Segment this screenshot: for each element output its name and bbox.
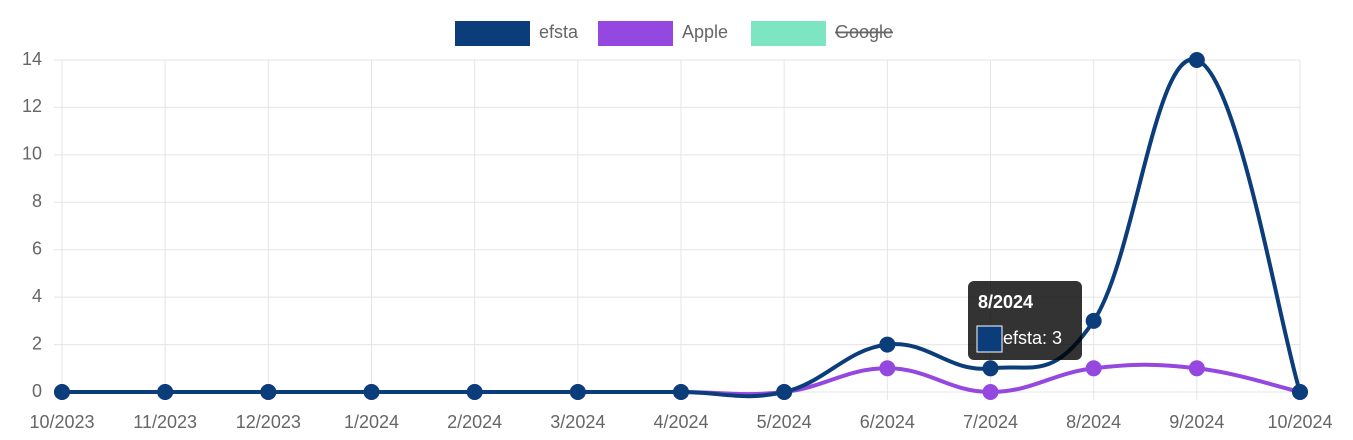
x-tick-label: 4/2024: [653, 412, 708, 432]
legend-label[interactable]: Apple: [682, 22, 728, 42]
data-point[interactable]: [157, 384, 174, 400]
y-tick-label: 2: [32, 333, 42, 353]
data-point[interactable]: [1188, 52, 1205, 68]
legend-swatch[interactable]: [598, 21, 673, 46]
data-point[interactable]: [260, 384, 277, 400]
x-tick-label: 12/2023: [236, 412, 301, 432]
legend-label[interactable]: efsta: [539, 22, 579, 42]
x-tick-label: 3/2024: [550, 412, 605, 432]
x-tick-label: 5/2024: [757, 412, 812, 432]
data-point[interactable]: [982, 360, 999, 377]
y-tick-label: 12: [22, 96, 42, 116]
x-tick-label: 1/2024: [344, 412, 399, 432]
series-line: [62, 57, 1302, 399]
data-point[interactable]: [1292, 384, 1308, 400]
tooltip: 8/2024 efsta: 3: [968, 281, 1082, 360]
y-tick-label: 14: [22, 49, 42, 69]
data-point[interactable]: [879, 360, 896, 377]
data-point[interactable]: [363, 384, 380, 400]
data-point[interactable]: [776, 384, 793, 400]
y-tick-label: 8: [32, 191, 42, 211]
legend-swatch[interactable]: [751, 21, 826, 46]
x-tick-label: 11/2023: [133, 412, 197, 432]
tooltip-title: 8/2024: [978, 292, 1033, 312]
y-tick-label: 4: [32, 286, 42, 306]
data-point[interactable]: [1188, 360, 1205, 377]
tooltip-label: efsta: 3: [1003, 328, 1062, 348]
tooltip-swatch: [976, 325, 1003, 353]
x-tick-label: 6/2024: [860, 412, 915, 432]
data-point[interactable]: [466, 384, 483, 400]
legend-label[interactable]: Google: [835, 22, 893, 42]
legend-swatch[interactable]: [455, 21, 530, 46]
x-tick-label: 8/2024: [1066, 412, 1121, 432]
data-point[interactable]: [1085, 312, 1102, 329]
x-tick-label: 10/2023: [29, 412, 94, 432]
data-point[interactable]: [54, 384, 70, 400]
data-point[interactable]: [879, 336, 896, 353]
data-point[interactable]: [569, 384, 586, 400]
y-tick-label: 6: [32, 238, 42, 258]
x-tick-label: 10/2024: [1267, 412, 1332, 432]
x-tick-label: 7/2024: [963, 412, 1018, 432]
x-tick-label: 9/2024: [1169, 412, 1224, 432]
data-point[interactable]: [673, 384, 689, 400]
x-tick-label: 2/2024: [447, 412, 502, 432]
data-point[interactable]: [1085, 360, 1102, 377]
y-tick-label: 0: [32, 381, 42, 401]
y-tick-label: 10: [22, 144, 42, 164]
data-point[interactable]: [982, 384, 999, 400]
